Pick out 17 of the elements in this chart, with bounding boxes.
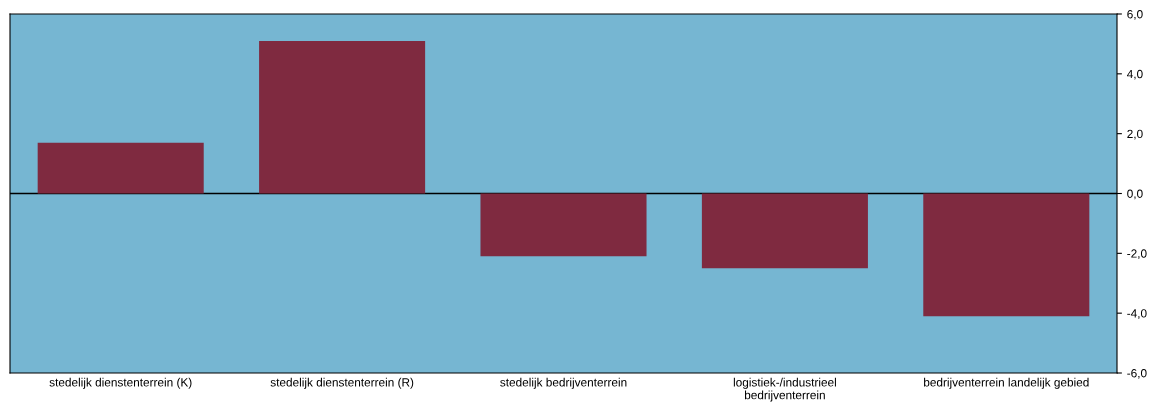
bar <box>923 193 1090 317</box>
y-tick-label: 0,0 <box>1127 189 1143 200</box>
y-tick-label: 4,0 <box>1126 69 1143 80</box>
x-tick-label: bedrijventerrein landelijk gebied <box>924 377 1089 389</box>
x-tick-label: stedelijk dienstenterrein (K) <box>49 377 192 389</box>
y-tick-label: 6,0 <box>1127 10 1143 20</box>
bar <box>259 40 426 194</box>
y-tick-label: -4,0 <box>1127 309 1147 319</box>
bar <box>37 142 204 194</box>
bar <box>480 193 647 257</box>
x-tick-label: stedelijk bedrijventerrein <box>500 377 627 389</box>
y-tick-label: -6,0 <box>1127 369 1147 379</box>
bar <box>701 193 868 269</box>
x-tick-label: stedelijk dienstenterrein (R) <box>270 377 414 389</box>
y-tick-label: 2,0 <box>1127 129 1143 140</box>
y-tick-label: -2,0 <box>1127 249 1147 260</box>
x-tick-label: logistiek-/industrieel bedrijventerrein <box>733 377 836 402</box>
